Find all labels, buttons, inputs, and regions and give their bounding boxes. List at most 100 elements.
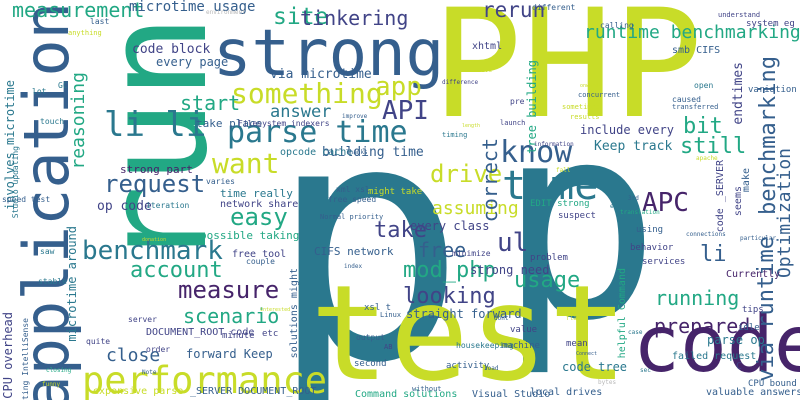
word-mod-php: mod_php bbox=[403, 258, 496, 283]
word-varies: varies bbox=[206, 177, 235, 186]
word-donation: donation bbox=[142, 237, 167, 243]
word-problem: problem bbox=[530, 253, 568, 263]
word-runtime-benchmarking: runtime benchmarking bbox=[584, 22, 800, 43]
word-ab: AB bbox=[384, 343, 393, 351]
word-stable: stable bbox=[38, 277, 67, 286]
word-anything: anything bbox=[68, 29, 102, 37]
word-keep-track: Keep track bbox=[594, 139, 673, 154]
word-rerun: rerun bbox=[482, 0, 546, 22]
word-calling: calling bbox=[600, 21, 634, 30]
word-activity: activity bbox=[446, 361, 490, 371]
word-onwards: onwards bbox=[580, 83, 602, 89]
word-prepared: prepared bbox=[654, 314, 751, 338]
word-make: make bbox=[741, 168, 752, 193]
word-take-place: take place bbox=[196, 117, 263, 130]
word-normal-priority: Normal priority bbox=[320, 213, 384, 221]
word-still: still bbox=[680, 134, 747, 159]
word-particular: particular bbox=[740, 235, 777, 242]
word-api: API bbox=[382, 96, 429, 126]
word-sometimes: sometimes bbox=[562, 103, 600, 111]
word-bit: bit bbox=[683, 114, 723, 139]
word-microtime-usage: microtime usage bbox=[129, 0, 256, 15]
word-forward-keep: forward Keep bbox=[186, 347, 273, 361]
word-length: length bbox=[462, 123, 481, 129]
word-apc: APC bbox=[642, 188, 689, 218]
word-suspect: suspect bbox=[558, 211, 596, 221]
word-usage: usage bbox=[514, 268, 581, 293]
word-updating-intellisense: updating IntelliSense bbox=[21, 318, 30, 400]
word-alive: alive bbox=[474, 67, 493, 74]
word-building-time: building time bbox=[322, 145, 424, 160]
word-local-drives: local drives bbox=[530, 387, 603, 398]
word-xhtml: xhtml bbox=[472, 41, 503, 52]
word-behavior: behavior bbox=[630, 243, 674, 253]
word-timing: timing bbox=[442, 131, 468, 139]
word-cifs-network: CIFS network bbox=[314, 245, 394, 258]
word-c: C bbox=[736, 361, 743, 372]
word-li-li: li li bbox=[104, 105, 207, 145]
word-studio-updating: Studio updating bbox=[11, 146, 20, 219]
word-case: case bbox=[628, 329, 643, 336]
word-microtime-around: microtime around bbox=[65, 226, 79, 342]
word-ul: ul bbox=[497, 228, 529, 258]
word-server: server bbox=[128, 315, 157, 324]
word-time: time bbox=[502, 163, 599, 209]
word-want: want bbox=[212, 147, 280, 180]
word-sec: sec bbox=[640, 367, 651, 374]
word-tree-building: tree building bbox=[525, 60, 539, 154]
word-easy: easy bbox=[230, 203, 288, 231]
word-server-document-root: _SERVER DOCUMENT_ROOT bbox=[190, 386, 317, 397]
word-speed-test: speed test bbox=[2, 195, 51, 204]
word-interested: interested bbox=[260, 307, 291, 313]
word-code-block: code block bbox=[132, 42, 211, 57]
word-close: close bbox=[106, 345, 161, 366]
word-launch: launch bbox=[500, 119, 526, 127]
word-looking: looking bbox=[403, 284, 496, 309]
word-strong: strong bbox=[213, 17, 445, 91]
word-dont: dont bbox=[494, 315, 509, 322]
word-last: last bbox=[90, 17, 110, 26]
word-using: using bbox=[636, 225, 664, 235]
word-information: information bbox=[534, 141, 574, 148]
word-code-server: code _SERVER bbox=[715, 160, 726, 233]
word-linux: Linux bbox=[380, 311, 402, 319]
word-account: account bbox=[130, 258, 223, 283]
word-cpu-bound: CPU bound bbox=[748, 379, 797, 389]
word-order: order bbox=[146, 345, 171, 354]
word-mean: mean bbox=[566, 339, 588, 349]
word-edit-strong: EDIT strong bbox=[530, 199, 590, 209]
word-answer: answer bbox=[270, 102, 332, 122]
word-command-solutions: Command solutions bbox=[355, 389, 458, 400]
word-smb-cifs: smb CIFS bbox=[672, 45, 721, 56]
word-quite: quite bbox=[86, 337, 111, 346]
word-free: free bbox=[418, 238, 467, 262]
word-machine: machine bbox=[502, 341, 540, 351]
word-etc: etc bbox=[262, 329, 279, 339]
word-failed-request: failed request bbox=[672, 351, 757, 362]
word-minute: minute bbox=[222, 331, 255, 341]
word-translation: translation bbox=[620, 209, 660, 216]
word-know: know bbox=[500, 135, 573, 170]
word-flag: flag bbox=[566, 315, 581, 322]
word-request: request bbox=[104, 170, 206, 198]
word-solutions-might: solutions might bbox=[289, 268, 300, 359]
word-tips: tips bbox=[742, 305, 764, 315]
word-parse-time: parse time bbox=[227, 115, 408, 150]
word-strong-part: strong part bbox=[120, 163, 193, 176]
word-xml-xsl: xml xsl bbox=[336, 185, 370, 194]
word-expensive-parse: expensive parse bbox=[93, 386, 184, 397]
word-apache: apache bbox=[696, 155, 718, 162]
word-understand: understand bbox=[718, 11, 761, 19]
word-currently: Currently bbox=[726, 269, 781, 280]
word-note: Note bbox=[142, 369, 157, 376]
word-filesystem-indexers: Filesystem indexers bbox=[238, 119, 330, 128]
word-idle: idle bbox=[738, 323, 760, 333]
word-cpu-overhead: CPU overhead bbox=[1, 312, 15, 399]
word-closing: closing bbox=[46, 367, 72, 374]
word-second: second bbox=[354, 359, 387, 369]
word-might-take: might take bbox=[368, 187, 423, 197]
word-opcode-cache: opcode cache bbox=[280, 147, 353, 158]
word-php: PHP bbox=[432, 0, 703, 152]
word-connections: connections bbox=[686, 231, 726, 238]
